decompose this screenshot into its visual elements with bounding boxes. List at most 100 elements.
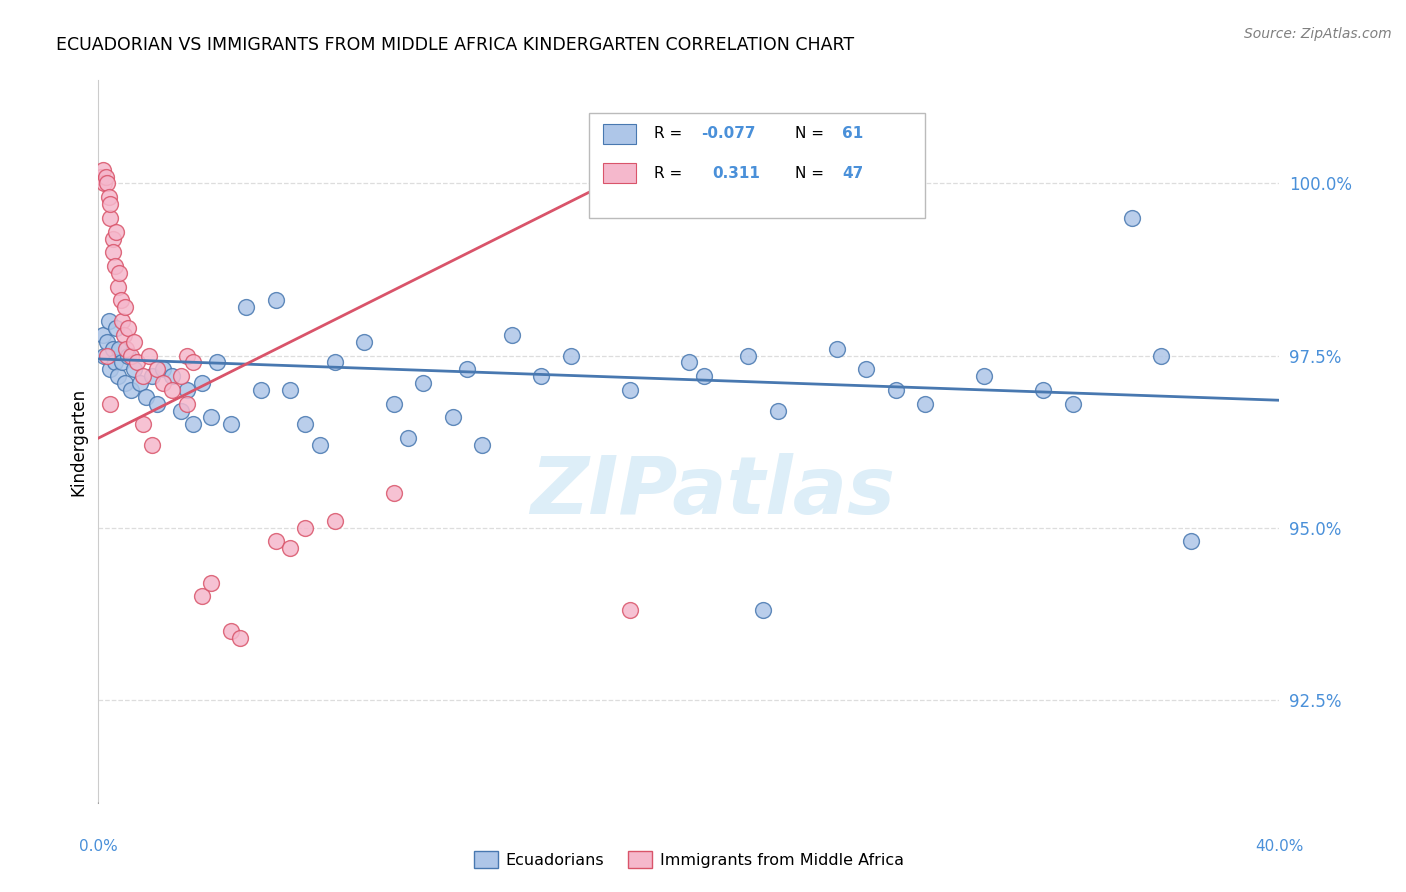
Point <box>90 169 112 184</box>
Point <box>693 142 716 156</box>
Point <box>309 438 332 452</box>
Point <box>120 349 142 363</box>
Point <box>530 369 553 384</box>
Point <box>1150 349 1173 363</box>
Point <box>115 342 138 356</box>
Point <box>107 369 129 384</box>
Point <box>737 349 759 363</box>
Point <box>471 438 494 452</box>
Point <box>110 293 132 308</box>
Point <box>353 334 375 349</box>
Point <box>107 279 129 293</box>
Point <box>132 369 155 384</box>
Point <box>323 355 346 369</box>
Text: 61: 61 <box>842 127 863 141</box>
Point <box>280 383 302 397</box>
Point <box>181 417 204 432</box>
Point <box>120 383 142 397</box>
Point <box>104 355 127 369</box>
Point <box>191 590 214 604</box>
Point <box>221 624 243 638</box>
Text: Source: ZipAtlas.com: Source: ZipAtlas.com <box>1244 27 1392 41</box>
Text: ECUADORIAN VS IMMIGRANTS FROM MIDDLE AFRICA KINDERGARTEN CORRELATION CHART: ECUADORIAN VS IMMIGRANTS FROM MIDDLE AFR… <box>56 36 855 54</box>
Point <box>398 431 420 445</box>
Point <box>98 362 121 376</box>
Point <box>98 197 121 211</box>
Point <box>103 245 125 260</box>
Point <box>191 376 214 390</box>
Point <box>103 231 125 245</box>
Point <box>114 301 136 315</box>
Point <box>176 383 198 397</box>
Point <box>104 259 127 273</box>
Point <box>117 349 139 363</box>
Point <box>103 342 125 356</box>
Point <box>412 376 434 390</box>
Point <box>162 383 183 397</box>
Point <box>108 342 131 356</box>
Point <box>382 486 405 500</box>
Point <box>619 603 641 617</box>
Point <box>766 403 789 417</box>
Text: 47: 47 <box>842 166 863 180</box>
Point <box>146 397 169 411</box>
Point <box>280 541 302 556</box>
Point <box>181 355 204 369</box>
Point <box>1032 383 1054 397</box>
Point <box>162 369 183 384</box>
Point <box>170 403 193 417</box>
Point <box>441 410 464 425</box>
Point <box>205 355 228 369</box>
Text: N =: N = <box>796 127 824 141</box>
Point <box>176 397 198 411</box>
Point <box>973 369 995 384</box>
Point <box>114 376 136 390</box>
Point <box>138 349 160 363</box>
Point <box>221 417 243 432</box>
Point <box>94 169 117 184</box>
Point <box>122 334 145 349</box>
Point <box>111 314 134 328</box>
Point <box>501 327 523 342</box>
Point <box>619 383 641 397</box>
Point <box>98 397 121 411</box>
Point <box>93 349 115 363</box>
Point <box>112 327 135 342</box>
Point <box>132 417 155 432</box>
Point <box>200 410 222 425</box>
Point <box>93 177 115 191</box>
Point <box>294 520 316 534</box>
Point <box>1121 211 1143 225</box>
Point <box>96 334 118 349</box>
Point <box>264 534 287 549</box>
Text: -0.077: -0.077 <box>700 127 755 141</box>
Point <box>170 369 193 384</box>
Point <box>141 438 163 452</box>
Point <box>97 190 120 204</box>
Point <box>128 376 150 390</box>
Text: R =: R = <box>654 127 682 141</box>
Point <box>135 390 157 404</box>
Point <box>693 369 716 384</box>
Point <box>825 342 848 356</box>
Point <box>141 369 163 384</box>
Point <box>1062 397 1084 411</box>
Point <box>97 314 120 328</box>
Point <box>200 575 222 590</box>
Point <box>176 349 198 363</box>
Point <box>117 321 139 335</box>
Point <box>914 397 936 411</box>
Point <box>98 211 121 225</box>
Point <box>457 362 479 376</box>
Point <box>884 383 907 397</box>
Point <box>91 162 114 177</box>
Text: 40.0%: 40.0% <box>1256 838 1303 854</box>
Text: R =: R = <box>654 166 682 180</box>
Text: 0.311: 0.311 <box>713 166 761 180</box>
Point <box>294 417 316 432</box>
FancyBboxPatch shape <box>589 112 925 218</box>
Point <box>1180 534 1202 549</box>
Point <box>678 355 700 369</box>
Bar <box>603 124 636 144</box>
Point <box>105 225 128 239</box>
